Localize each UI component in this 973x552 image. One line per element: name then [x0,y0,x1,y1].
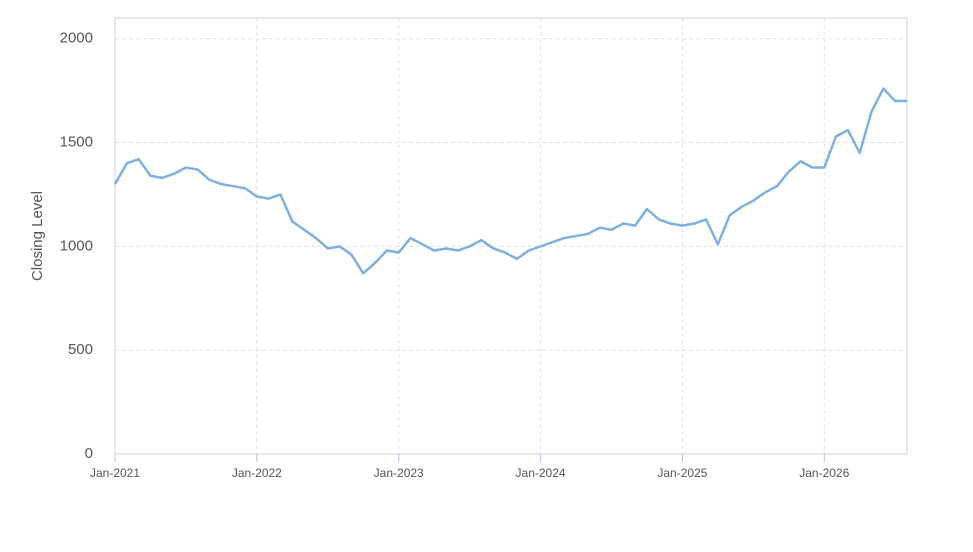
x-tick-label: Jan-2021 [90,466,140,480]
y-tick-label: 0 [85,445,93,462]
x-tick-label: Jan-2024 [516,466,566,480]
x-tick-label: Jan-2022 [232,466,282,480]
x-tick-label: Jan-2023 [374,466,424,480]
plot-frame [114,17,908,455]
y-axis-title: Closing Level [29,191,46,281]
price-line [113,87,907,275]
y-tick-label: 1000 [60,237,93,254]
y-tick-label: 2000 [60,30,93,47]
y-tick-label: 500 [68,341,93,358]
x-tick-label: Jan-2025 [657,466,707,480]
x-tick-label: Jan-2026 [799,466,849,480]
y-tick-label: 1500 [60,134,93,151]
